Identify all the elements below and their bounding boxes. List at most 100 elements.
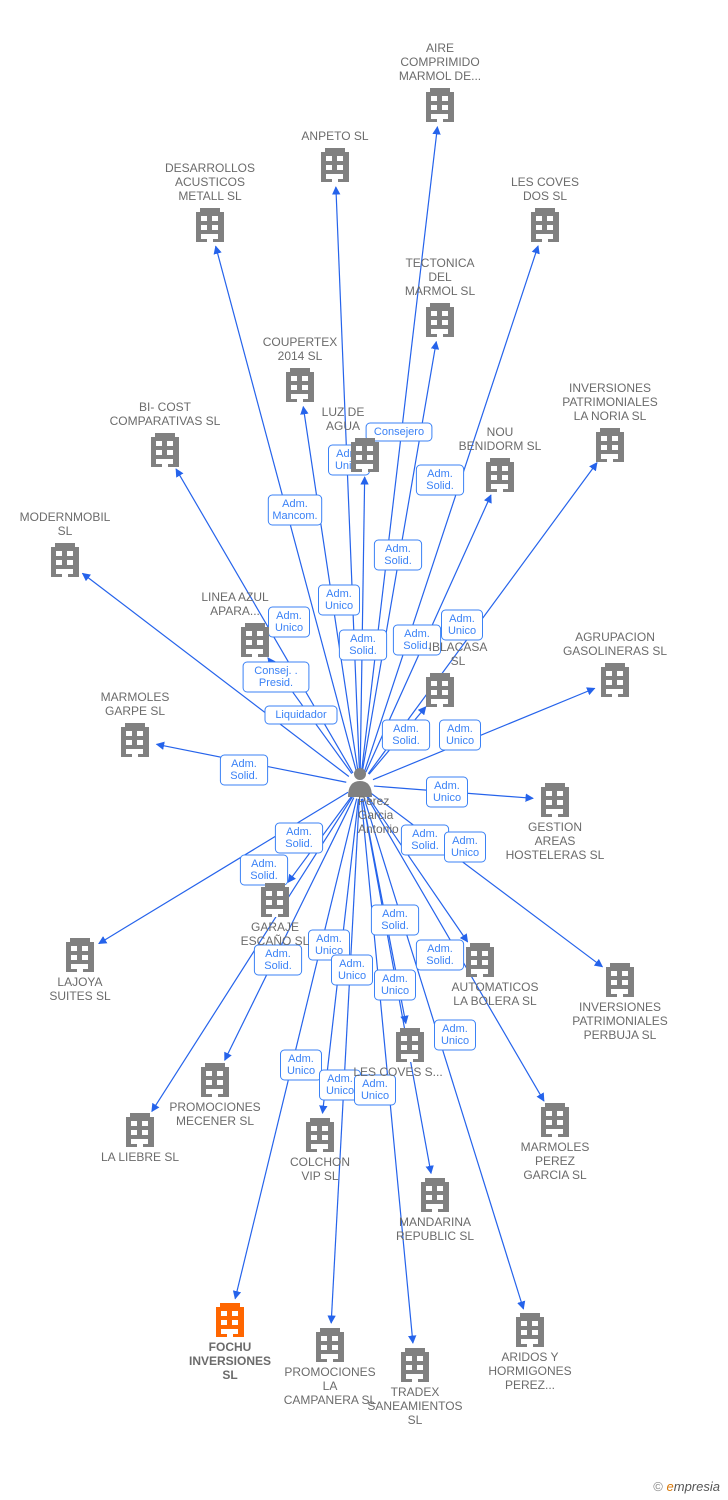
company-node[interactable]: FOCHUINVERSIONESSL xyxy=(189,1303,271,1382)
company-node[interactable]: GESTIONAREASHOSTELERAS SL xyxy=(506,783,605,862)
company-label: FOCHU xyxy=(209,1340,252,1354)
brand-rest: mpresia xyxy=(674,1479,720,1494)
company-label: PROMOCIONES xyxy=(169,1100,260,1114)
company-node[interactable]: BI- COSTCOMPARATIVAS SL xyxy=(110,400,221,467)
company-node[interactable]: LES COVESDOS SL xyxy=(511,175,579,242)
company-label: SL xyxy=(451,654,466,668)
company-label: NOU xyxy=(487,425,514,439)
company-label: MARMOLES xyxy=(521,1140,590,1154)
company-node[interactable]: LAJOYASUITES SL xyxy=(49,938,111,1003)
edge-label: Adm.Unico xyxy=(440,720,481,750)
company-node[interactable]: AGRUPACIONGASOLINERAS SL xyxy=(563,630,667,697)
svg-text:Adm.: Adm. xyxy=(326,588,352,600)
company-node[interactable]: AUTOMATICOSLA BOLERA SL xyxy=(452,943,539,1008)
company-label: INVERSIONES xyxy=(579,1000,661,1014)
building-icon xyxy=(121,723,149,757)
edge-label: Adm.Solid. xyxy=(401,825,448,855)
building-icon xyxy=(286,368,314,402)
svg-text:Solid.: Solid. xyxy=(392,735,420,747)
company-label: COMPARATIVAS SL xyxy=(110,414,221,428)
company-label: GARAJE xyxy=(251,920,299,934)
svg-text:Adm.: Adm. xyxy=(251,858,277,870)
company-node[interactable]: NOUBENIDORM SL xyxy=(459,425,542,492)
company-label: LINEA AZUL xyxy=(201,590,269,604)
building-icon xyxy=(316,1328,344,1362)
building-icon xyxy=(201,1063,229,1097)
company-label: GARCIA SL xyxy=(523,1168,587,1182)
company-label: IBLACASA xyxy=(429,640,488,654)
edge-label: Adm.Unico xyxy=(442,610,483,640)
company-label: INVERSIONES xyxy=(569,381,651,395)
svg-text:Adm.: Adm. xyxy=(282,498,308,510)
company-label: PERBUJA SL xyxy=(584,1028,657,1042)
svg-text:Adm.: Adm. xyxy=(447,723,473,735)
svg-text:Adm.: Adm. xyxy=(362,1078,388,1090)
svg-text:Adm.: Adm. xyxy=(231,758,257,770)
building-icon xyxy=(261,883,289,917)
edge-label: Adm.Solid. xyxy=(382,720,429,750)
edge xyxy=(331,799,359,1323)
building-icon xyxy=(216,1303,244,1337)
svg-text:Unico: Unico xyxy=(441,1035,469,1047)
company-label: ANPETO SL xyxy=(301,129,368,143)
company-node[interactable]: MODERNMOBILSL xyxy=(20,510,111,577)
company-node[interactable]: LES COVES S... xyxy=(353,1028,442,1079)
building-icon xyxy=(541,783,569,817)
edge-label: Adm.Solid. xyxy=(240,855,287,885)
svg-text:Adm.: Adm. xyxy=(404,628,430,640)
svg-text:Adm.: Adm. xyxy=(385,543,411,555)
company-node[interactable]: PROMOCIONESMECENER SL xyxy=(169,1063,260,1128)
edge-label: Adm.Unico xyxy=(332,955,373,985)
company-label: AGUA xyxy=(326,419,360,433)
company-label: TRADEX xyxy=(391,1385,440,1399)
company-label: AGRUPACION xyxy=(575,630,655,644)
company-node[interactable]: PROMOCIONESLACAMPANERA SL xyxy=(284,1328,377,1407)
company-label: LA BOLERA SL xyxy=(453,994,537,1008)
company-node[interactable]: MARMOLESGARPE SL xyxy=(101,690,170,757)
building-icon xyxy=(596,428,624,462)
edge-label: Adm.Solid. xyxy=(254,945,301,975)
company-node[interactable]: COUPERTEX2014 SL xyxy=(263,335,337,402)
edge xyxy=(360,477,364,771)
svg-text:Solid.: Solid. xyxy=(403,640,431,652)
edge-label: Liquidador xyxy=(265,706,337,724)
company-node[interactable]: TECTONICADELMARMOL SL xyxy=(405,256,476,337)
company-label: MARMOLES xyxy=(101,690,170,704)
company-label: VIP SL xyxy=(301,1169,338,1183)
svg-text:Unico: Unico xyxy=(446,735,474,747)
company-label: GESTION xyxy=(528,820,582,834)
company-label: LA LIEBRE SL xyxy=(101,1150,179,1164)
svg-text:Unico: Unico xyxy=(326,1085,354,1097)
svg-text:Liquidador: Liquidador xyxy=(275,709,327,721)
svg-text:Solid.: Solid. xyxy=(426,480,454,492)
company-node[interactable]: IBLACASASL xyxy=(426,640,487,707)
company-node[interactable]: DESARROLLOSACUSTICOSMETALL SL xyxy=(165,161,255,242)
company-node[interactable]: TRADEXSANEAMIENTOSSL xyxy=(367,1348,462,1427)
company-label: DEL xyxy=(428,270,452,284)
company-node[interactable]: AIRECOMPRIMIDOMARMOL DE... xyxy=(399,41,481,122)
svg-text:Adm.: Adm. xyxy=(288,1053,314,1065)
building-icon xyxy=(241,623,269,657)
company-label: ESCAÑO SL xyxy=(241,934,310,948)
building-icon xyxy=(426,88,454,122)
company-node[interactable]: LINEA AZULAPARA... xyxy=(201,590,269,657)
company-label: PEREZ xyxy=(535,1154,575,1168)
svg-text:Solid.: Solid. xyxy=(264,960,292,972)
building-icon xyxy=(306,1118,334,1152)
svg-text:Solid.: Solid. xyxy=(426,955,454,967)
company-label: LUZ DE xyxy=(322,405,365,419)
company-node[interactable]: INVERSIONESPATRIMONIALESLA NORIA SL xyxy=(562,381,658,462)
svg-text:Adm.: Adm. xyxy=(382,973,408,985)
edge-label: Adm.Unico xyxy=(319,585,360,615)
company-label: COMPRIMIDO xyxy=(400,55,479,69)
svg-text:Adm.: Adm. xyxy=(452,835,478,847)
company-node[interactable]: ARIDOS YHORMIGONESPEREZ... xyxy=(488,1313,571,1392)
company-node[interactable]: GARAJEESCAÑO SL xyxy=(241,883,310,948)
company-node[interactable]: ANPETO SL xyxy=(301,129,368,182)
company-node[interactable]: MANDARINAREPUBLIC SL xyxy=(396,1178,474,1243)
company-node[interactable]: MARMOLESPEREZGARCIA SL xyxy=(521,1103,590,1182)
company-node[interactable]: LA LIEBRE SL xyxy=(101,1113,179,1164)
edge-label: Consejero xyxy=(366,423,432,441)
company-node[interactable]: INVERSIONESPATRIMONIALESPERBUJA SL xyxy=(572,963,668,1042)
svg-text:Solid.: Solid. xyxy=(349,645,377,657)
